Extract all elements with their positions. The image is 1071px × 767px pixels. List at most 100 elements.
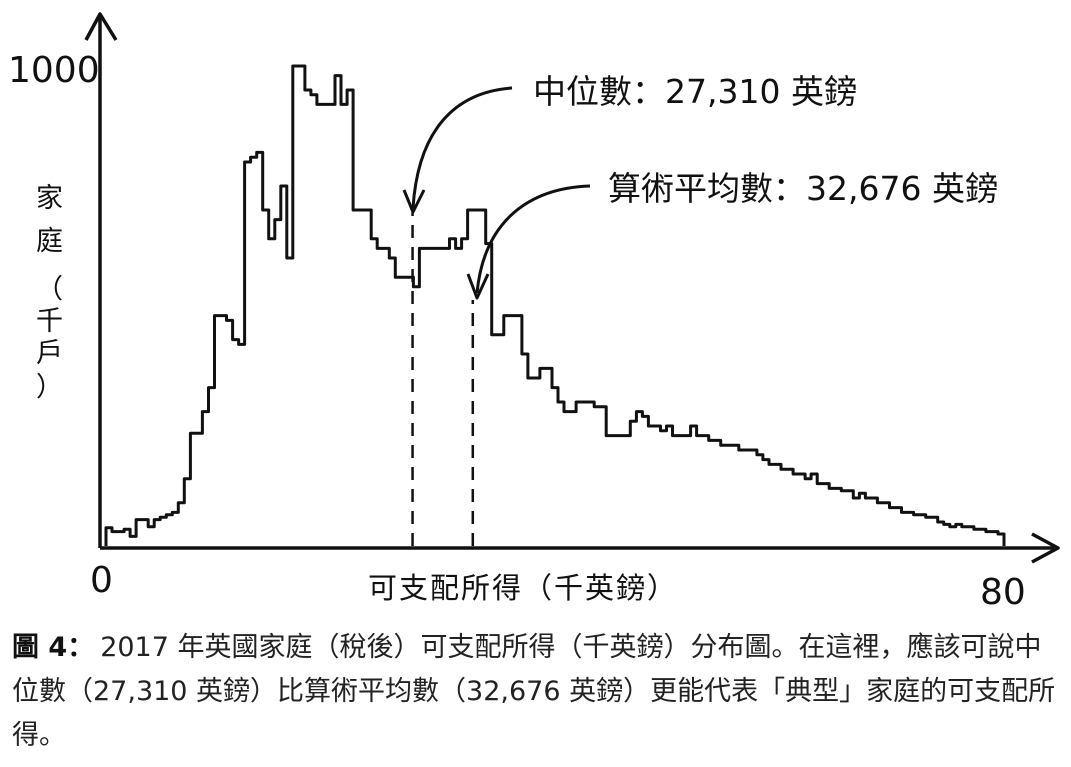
- median-arrowhead: [402, 189, 426, 214]
- histogram-bar: [492, 335, 498, 546]
- histogram-bar: [347, 90, 353, 546]
- histogram-bar: [703, 436, 709, 546]
- mean-arrowhead: [466, 273, 490, 300]
- axes: [84, 12, 1060, 564]
- histogram-bar: [504, 316, 510, 546]
- histogram-bar: [184, 479, 190, 546]
- histogram-bar: [275, 220, 281, 546]
- histogram-bar: [329, 104, 335, 546]
- histogram-bar: [245, 162, 251, 546]
- histogram-bar: [112, 532, 118, 546]
- histogram-bar: [528, 378, 534, 546]
- histogram-bar: [118, 532, 124, 546]
- histogram-bar: [721, 445, 727, 546]
- histogram-bar: [853, 498, 859, 546]
- histogram-bar: [733, 445, 739, 546]
- histogram-bar: [486, 244, 492, 546]
- histogram-bar: [371, 239, 377, 546]
- histogram-bar: [570, 412, 576, 546]
- histogram-bar: [884, 503, 890, 546]
- histogram-bar: [847, 491, 853, 546]
- figure-caption: 圖 4： 2017 年英國家庭（稅後）可支配所得（千英鎊）分布圖。在這裡，應該可說…: [12, 626, 1062, 758]
- histogram-bar: [600, 407, 606, 546]
- histogram-bar: [233, 340, 239, 546]
- x-tick-0: 0: [90, 560, 113, 601]
- histogram-bar: [799, 474, 805, 546]
- histogram-bar: [534, 378, 540, 546]
- histogram-bar: [419, 248, 425, 546]
- histogram-bar: [902, 512, 908, 546]
- histogram-bar: [178, 503, 184, 546]
- histogram-bar: [413, 287, 419, 546]
- histogram-bar: [661, 431, 667, 546]
- histogram-bar: [462, 239, 468, 546]
- x-axis-label: 可支配所得（千英鎊）: [368, 571, 678, 605]
- histogram-bar: [269, 239, 275, 546]
- histogram-bar: [697, 436, 703, 546]
- histogram-bar: [938, 522, 944, 546]
- histogram-bar: [106, 528, 112, 546]
- histogram-bar: [190, 433, 196, 546]
- histogram-bar: [636, 412, 642, 546]
- histogram-bar: [172, 512, 178, 546]
- histogram-bar: [148, 527, 154, 546]
- histogram-bar: [763, 460, 769, 546]
- histogram-bar: [944, 524, 950, 546]
- histogram-bar: [576, 402, 582, 546]
- histogram-bar: [154, 520, 160, 546]
- x-axis-arrow: [1031, 532, 1060, 564]
- histogram-bar: [227, 320, 233, 546]
- histogram-bar: [142, 520, 148, 546]
- histogram-bar: [293, 66, 299, 546]
- histogram-bar: [745, 450, 751, 546]
- histogram-bar: [896, 508, 902, 546]
- y-tick-1000: 1000: [8, 50, 100, 91]
- histogram-bar: [202, 412, 208, 546]
- histogram-bar: [877, 503, 883, 546]
- histogram-bar: [582, 402, 588, 546]
- histogram-outline: [104, 64, 1006, 546]
- histogram-bar: [787, 469, 793, 546]
- histogram-bar: [926, 517, 932, 546]
- histogram-bar: [890, 508, 896, 546]
- histogram-bar: [781, 469, 787, 546]
- histogram-bar: [474, 210, 480, 546]
- annotations: [402, 86, 591, 546]
- histogram-bar: [564, 412, 570, 546]
- histogram-bar: [667, 426, 673, 546]
- histogram-bar: [130, 536, 136, 546]
- histogram-bar: [239, 344, 245, 546]
- y-axis-arrow: [84, 12, 118, 41]
- histogram-bar: [588, 402, 594, 546]
- histogram-bar: [395, 277, 401, 546]
- histogram-bar: [558, 402, 564, 546]
- y-axis-label: 家庭 （千戶）: [36, 183, 63, 403]
- histogram-bar: [612, 436, 618, 546]
- histogram-bar: [510, 316, 516, 546]
- histogram-bar: [769, 464, 775, 546]
- histogram-bar: [775, 464, 781, 546]
- histogram-bar: [124, 529, 130, 546]
- x-tick-80: 80: [980, 572, 1026, 613]
- histogram-bar: [642, 416, 648, 546]
- histogram-bar: [908, 512, 914, 546]
- histogram-bar: [962, 527, 968, 546]
- histogram-bar: [311, 95, 317, 546]
- histogram-bar: [251, 157, 257, 546]
- histogram-bar: [757, 455, 763, 546]
- histogram-bar: [654, 426, 660, 546]
- histogram-bar: [859, 493, 865, 546]
- histogram-bar: [709, 440, 715, 546]
- histogram-bar: [365, 210, 371, 546]
- histogram-bar: [263, 210, 269, 546]
- histogram-bar: [522, 354, 528, 546]
- mean-arrow: [475, 184, 591, 294]
- histogram-bar: [221, 316, 227, 546]
- histogram-chart: 1000 0 80 可支配所得（千英鎊） 中位數：27,310 英鎊 算術平均數…: [8, 12, 1060, 613]
- histogram-bar: [956, 524, 962, 546]
- histogram-bar: [679, 436, 685, 546]
- histogram-bar: [281, 186, 287, 546]
- histogram-bar: [209, 388, 215, 546]
- histogram-bar: [215, 316, 221, 546]
- histogram-bar: [166, 515, 172, 546]
